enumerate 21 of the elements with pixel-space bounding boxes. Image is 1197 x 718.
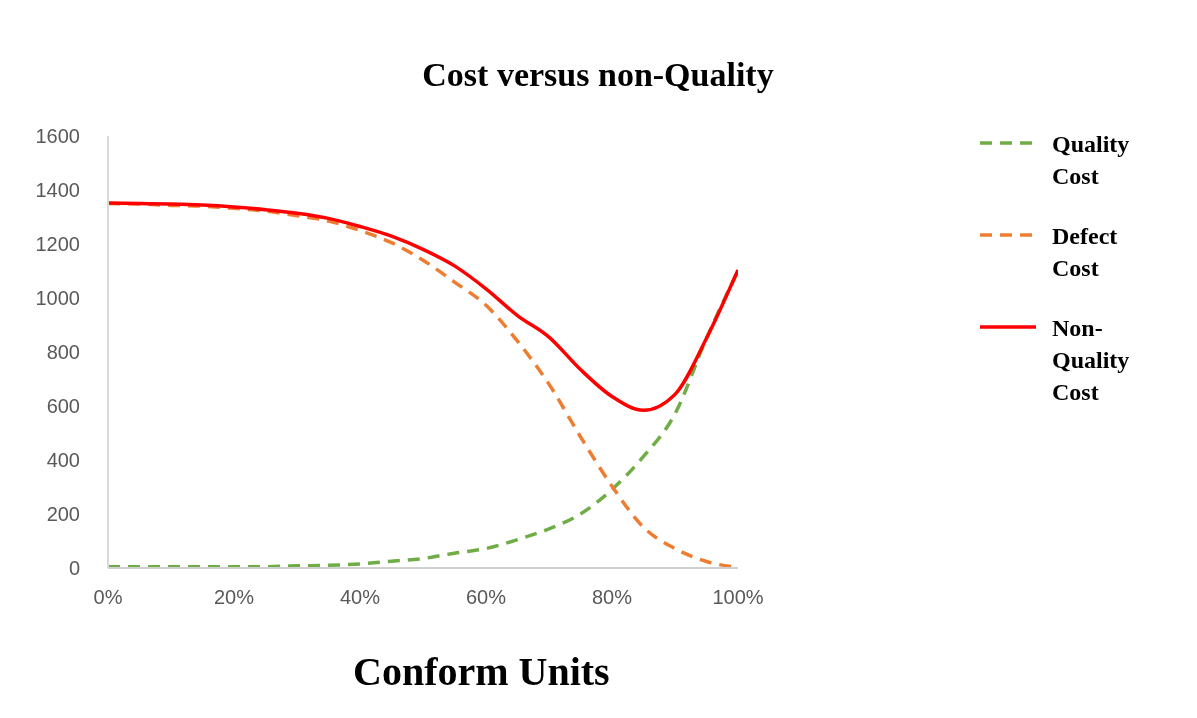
legend-label: Quality Cost [1052,130,1131,191]
chart-title: Cost versus non-Quality [421,56,775,94]
y-tick-label: 400 [46,449,80,472]
x-tick-label: 100% [712,586,764,609]
y-tick-label: 600 [46,395,80,418]
legend-label: Non-Quality Cost [1052,314,1131,407]
x-tick-label: 80% [591,586,633,609]
x-tick-label: 0% [93,586,123,609]
y-tick-label: 1000 [35,287,80,310]
y-tick-label: 1200 [35,233,80,256]
y-tick-label: 0 [68,557,80,580]
y-tick-label: 200 [46,503,80,526]
x-tick-label: 40% [339,586,381,609]
y-tick-label: 800 [46,341,80,364]
x-axis-title: Conform Units [353,648,610,695]
x-tick-label: 60% [465,586,507,609]
x-tick-label: 20% [213,586,255,609]
line-series [108,201,738,413]
legend-label: Defect Cost [1052,222,1119,283]
y-tick-label: 1600 [35,125,80,148]
y-tick-label: 1400 [35,179,80,202]
